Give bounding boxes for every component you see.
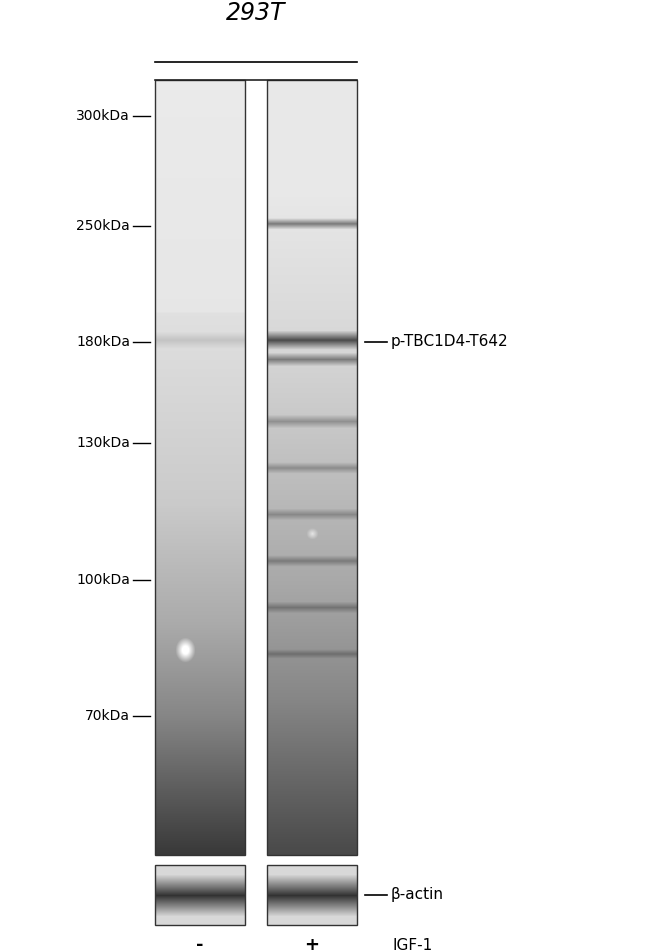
Text: 70kDa: 70kDa: [85, 708, 130, 723]
Bar: [267, 80, 357, 855]
Bar: [155, 865, 245, 925]
Text: 180kDa: 180kDa: [76, 335, 130, 349]
Text: 293T: 293T: [226, 1, 286, 25]
Bar: [155, 80, 245, 855]
Text: p-TBC1D4-T642: p-TBC1D4-T642: [391, 334, 508, 349]
Text: +: +: [304, 936, 320, 952]
Text: 130kDa: 130kDa: [76, 436, 130, 449]
Text: β-actin: β-actin: [391, 887, 444, 902]
Text: -: -: [196, 936, 203, 952]
Text: IGF-1: IGF-1: [393, 938, 434, 952]
Text: 100kDa: 100kDa: [76, 573, 130, 586]
Bar: [267, 865, 357, 925]
Text: 300kDa: 300kDa: [76, 109, 130, 124]
Text: 250kDa: 250kDa: [76, 219, 130, 232]
